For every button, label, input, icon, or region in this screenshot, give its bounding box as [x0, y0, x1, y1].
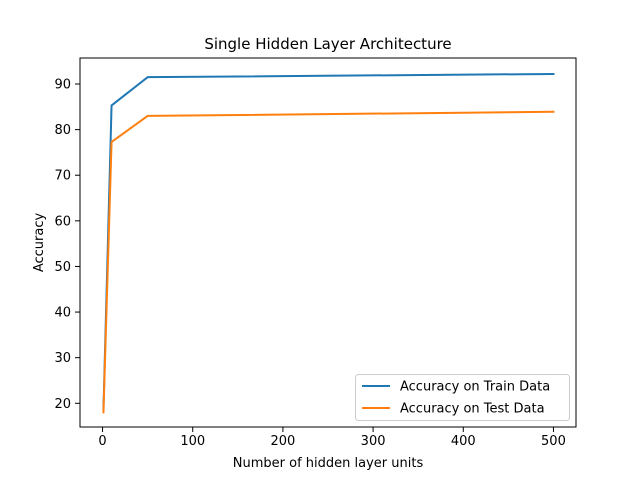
- tick-layer: 0 100 200 300 400 500 20 30 40 50 60 70 80 90: [54, 77, 565, 449]
- x-tick-label: 100: [180, 434, 205, 449]
- series-line-1: [102, 110, 555, 414]
- series-layer: [102, 72, 555, 414]
- y-tick-label: 70: [54, 169, 71, 184]
- y-axis-label: Accuracy: [32, 213, 47, 273]
- chart-title: Single Hidden Layer Architecture: [204, 35, 451, 53]
- y-tick-label: 50: [54, 260, 71, 275]
- x-tick-label: 300: [361, 434, 386, 449]
- legend: Accuracy on Train Data Accuracy on Test …: [355, 374, 570, 421]
- plot-area: [80, 58, 576, 427]
- y-tick-label: 40: [54, 306, 71, 321]
- x-axis-label: Number of hidden layer units: [233, 456, 424, 471]
- y-tick-label: 90: [54, 77, 71, 92]
- legend-label-test: Accuracy on Test Data: [400, 402, 545, 417]
- legend-box: [355, 374, 570, 421]
- x-tick-label: 0: [98, 434, 106, 449]
- axes-frame: [79, 57, 577, 428]
- y-tick-label: 30: [54, 351, 71, 366]
- y-tick-label: 60: [54, 214, 71, 229]
- x-tick-label: 200: [270, 434, 295, 449]
- y-tick-label: 20: [54, 397, 71, 412]
- x-tick-label: 400: [451, 434, 476, 449]
- legend-label-train: Accuracy on Train Data: [400, 380, 550, 395]
- y-tick-label: 80: [54, 123, 71, 138]
- x-tick-label: 500: [541, 434, 566, 449]
